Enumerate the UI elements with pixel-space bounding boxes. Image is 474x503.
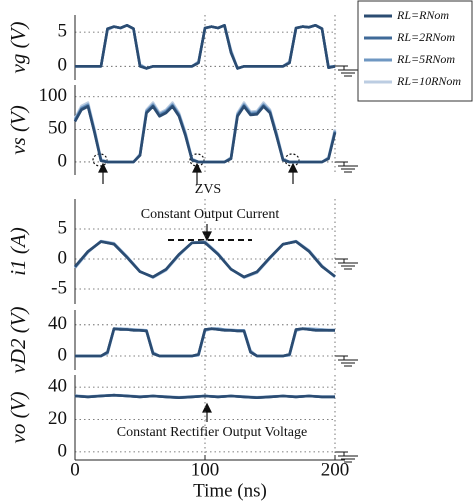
y-tick-label: 0 bbox=[58, 440, 68, 461]
y-tick-label: 0 bbox=[58, 344, 68, 365]
y-axis-label: vs (V) bbox=[6, 105, 30, 155]
series-line bbox=[74, 393, 335, 399]
y-tick-label: 0 bbox=[58, 55, 68, 76]
legend-label: RL=2RNom bbox=[396, 30, 455, 44]
y-tick-label: -5 bbox=[51, 277, 67, 298]
y-axis-label: vo (V) bbox=[6, 392, 30, 444]
annotation: ZVS bbox=[195, 182, 221, 197]
legend-label: RL=10RNom bbox=[396, 74, 461, 88]
y-tick-label: 5 bbox=[58, 217, 68, 238]
x-tick-label: 200 bbox=[321, 459, 350, 480]
annotation: Constant Rectifier Output Voltage bbox=[117, 425, 307, 440]
y-axis-label: vD2 (V) bbox=[6, 306, 30, 373]
y-tick-label: 40 bbox=[48, 313, 67, 334]
series-line bbox=[73, 105, 337, 164]
y-tick-label: 100 bbox=[39, 85, 68, 106]
legend-box bbox=[357, 0, 473, 102]
y-tick-label: 50 bbox=[48, 118, 67, 139]
y-tick-label: 0 bbox=[58, 247, 68, 268]
y-tick-label: 40 bbox=[48, 376, 67, 397]
series-line bbox=[75, 24, 336, 70]
series-line bbox=[74, 240, 336, 279]
y-axis-label: i1 (A) bbox=[6, 227, 30, 275]
y-tick-label: 5 bbox=[58, 20, 68, 41]
x-tick-label: 0 bbox=[70, 459, 80, 480]
y-tick-label: 0 bbox=[58, 150, 68, 171]
x-axis-label: Time (ns) bbox=[193, 480, 267, 501]
y-tick-label: 20 bbox=[48, 408, 67, 429]
annotation: Constant Output Current bbox=[141, 207, 280, 222]
y-axis-label: vg (V) bbox=[6, 22, 30, 74]
ground-symbols bbox=[335, 65, 358, 463]
legend-label: RL=5RNom bbox=[396, 52, 455, 66]
legend-label: RL=RNom bbox=[396, 8, 449, 22]
x-tick-label: 100 bbox=[191, 459, 220, 480]
series-line bbox=[75, 327, 335, 358]
